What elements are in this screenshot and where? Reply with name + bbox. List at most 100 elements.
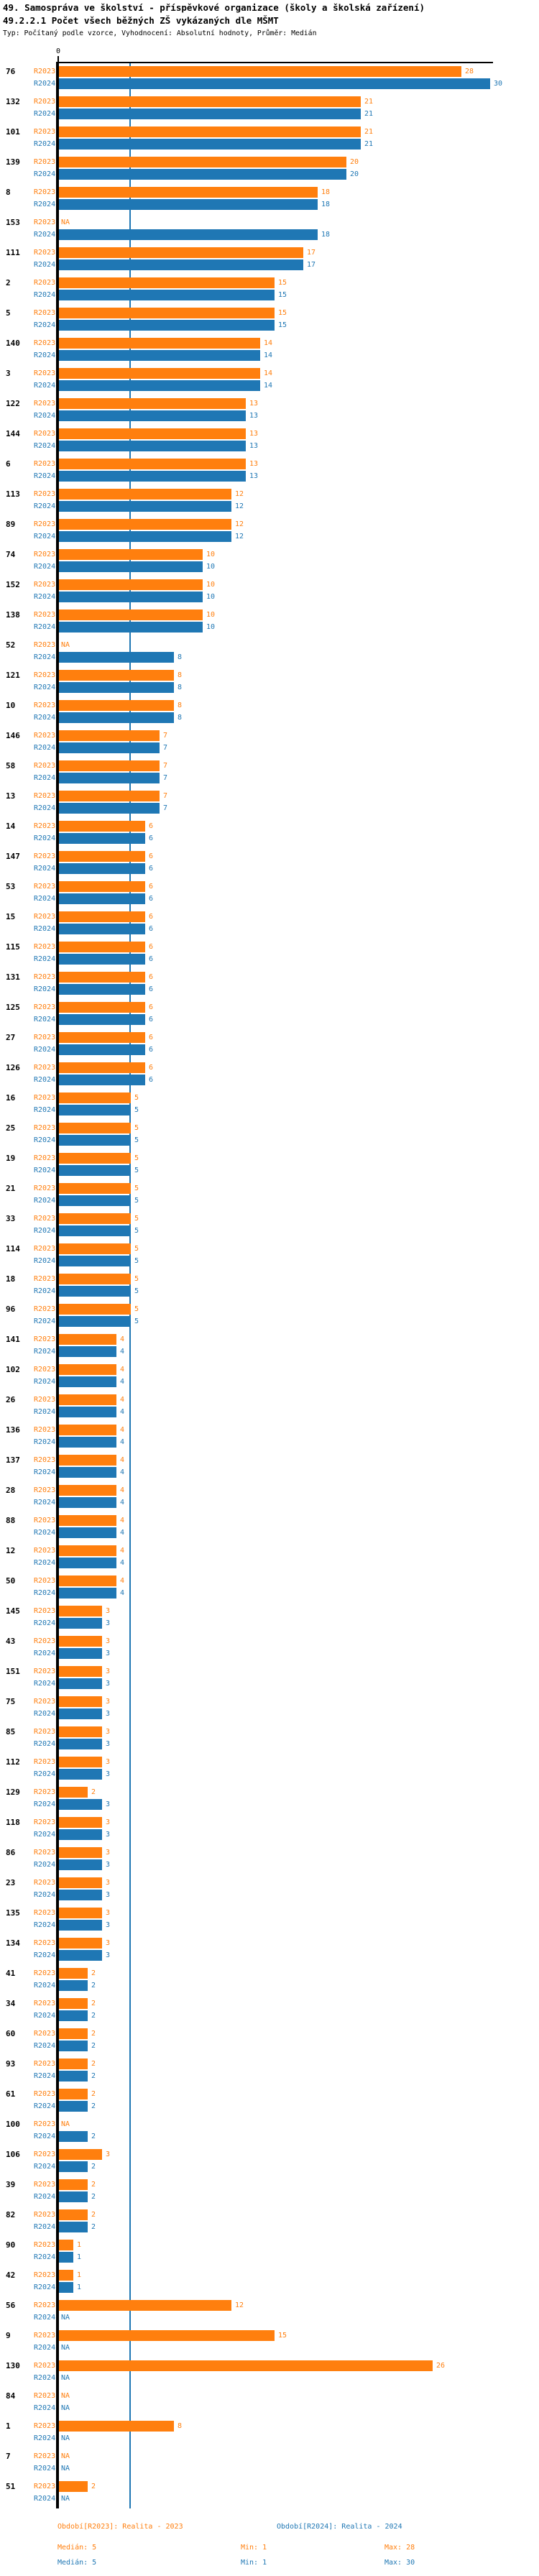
bar-r2024 xyxy=(59,1739,102,1749)
bar-r2023 xyxy=(59,1183,131,1194)
value-label-r2023: 6 xyxy=(149,1034,154,1041)
series-label-r2023: R2023 xyxy=(34,822,56,830)
value-label-r2023: 3 xyxy=(106,1879,111,1887)
chart-row-146: 146 R2023 7 R2024 7 xyxy=(0,730,539,753)
chart-row-51: 51 R2023 2 R2024 NA xyxy=(0,2481,539,2504)
value-label-r2023: 20 xyxy=(350,158,359,166)
group-id-label: 16 xyxy=(6,1093,16,1103)
bar-r2023 xyxy=(59,1213,131,1224)
series-label-r2023: R2023 xyxy=(34,339,56,347)
series-label-r2024: R2024 xyxy=(34,1891,56,1899)
value-label-r2023: 6 xyxy=(149,973,154,981)
series-label-r2024: R2024 xyxy=(34,1921,56,1929)
series-label-r2023: R2023 xyxy=(34,1728,56,1736)
chart-row-23: 23 R2023 3 R2024 3 xyxy=(0,1877,539,1900)
value-label-r2024: 6 xyxy=(149,1076,154,1084)
legend-r2024-median: Medián: 5 xyxy=(57,2559,97,2567)
series-label-r2023: R2023 xyxy=(34,1879,56,1887)
bar-r2024 xyxy=(59,2041,88,2051)
value-label-r2023: 3 xyxy=(106,1758,111,1766)
series-label-r2024: R2024 xyxy=(34,2314,56,2322)
series-label-r2024: R2024 xyxy=(34,2102,56,2110)
series-label-r2023: R2023 xyxy=(34,2211,56,2219)
series-label-r2023: R2023 xyxy=(34,2241,56,2249)
chart-row-96: 96 R2023 5 R2024 5 xyxy=(0,1304,539,1327)
chart-row-10: 10 R2023 8 R2024 8 xyxy=(0,700,539,723)
bar-r2023 xyxy=(59,187,318,198)
chart-row-21: 21 R2023 5 R2024 5 xyxy=(0,1183,539,1206)
chart-row-101: 101 R2023 21 R2024 21 xyxy=(0,126,539,150)
series-label-r2024: R2024 xyxy=(34,351,56,359)
bar-r2024 xyxy=(59,1105,131,1116)
series-label-r2024: R2024 xyxy=(34,895,56,903)
series-label-r2023: R2023 xyxy=(34,1003,56,1011)
value-label-r2024: 21 xyxy=(364,110,374,118)
group-id-label: 100 xyxy=(6,2120,20,2129)
value-label-r2023: 2 xyxy=(91,1969,96,1977)
chart-row-82: 82 R2023 2 R2024 2 xyxy=(0,2209,539,2232)
bar-r2024 xyxy=(59,380,260,391)
value-label-r2023: 3 xyxy=(106,1728,111,1736)
series-label-r2024: R2024 xyxy=(34,140,56,148)
series-label-r2024: R2024 xyxy=(34,110,56,118)
na-label-r2024: NA xyxy=(61,2434,70,2442)
bar-r2023 xyxy=(59,791,160,801)
value-label-r2023: 13 xyxy=(249,430,259,438)
bar-r2024 xyxy=(59,169,346,180)
bar-r2023 xyxy=(59,2360,433,2371)
value-label-r2023: 4 xyxy=(120,1366,125,1374)
bar-r2023 xyxy=(59,1908,102,1918)
bar-r2023 xyxy=(59,942,145,952)
bar-r2023 xyxy=(59,760,160,771)
value-label-r2023: 13 xyxy=(249,460,259,468)
group-id-label: 145 xyxy=(6,1606,20,1616)
value-label-r2023: 6 xyxy=(149,822,154,830)
bar-r2024 xyxy=(59,350,260,361)
series-label-r2024: R2024 xyxy=(34,1257,56,1265)
bar-r2024 xyxy=(59,441,246,451)
value-label-r2023: 6 xyxy=(149,883,154,891)
bar-r2023 xyxy=(59,2270,73,2281)
series-label-r2023: R2023 xyxy=(34,68,56,75)
series-label-r2024: R2024 xyxy=(34,1167,56,1174)
series-label-r2023: R2023 xyxy=(34,1607,56,1615)
series-label-r2023: R2023 xyxy=(34,762,56,770)
na-label-r2024: NA xyxy=(61,2374,70,2382)
series-label-r2023: R2023 xyxy=(34,1064,56,1072)
chart-row-41: 41 R2023 2 R2024 2 xyxy=(0,1968,539,1991)
na-label-r2023: NA xyxy=(61,2392,70,2400)
bar-r2024 xyxy=(59,1316,131,1327)
chart-row-13: 13 R2023 7 R2024 7 xyxy=(0,791,539,814)
value-label-r2024: 4 xyxy=(120,1499,125,1506)
page-subtitle: 49.2.2.1 Počet všech běžných ZŠ vykázaný… xyxy=(3,15,279,26)
series-label-r2024: R2024 xyxy=(34,2404,56,2412)
na-label-r2023: NA xyxy=(61,641,70,649)
group-id-label: 137 xyxy=(6,1455,20,1465)
value-label-r2024: 3 xyxy=(106,1951,111,1959)
value-label-r2024: 3 xyxy=(106,1710,111,1718)
group-id-label: 6 xyxy=(6,459,11,469)
value-label-r2024: 5 xyxy=(134,1167,139,1174)
bar-r2024 xyxy=(59,2071,88,2082)
group-id-label: 125 xyxy=(6,1003,20,1012)
group-id-label: 131 xyxy=(6,972,20,982)
series-label-r2023: R2023 xyxy=(34,1215,56,1223)
series-label-r2024: R2024 xyxy=(34,291,56,299)
bar-r2023 xyxy=(59,398,246,409)
chart-row-39: 39 R2023 2 R2024 2 xyxy=(0,2179,539,2202)
chart-row-85: 85 R2023 3 R2024 3 xyxy=(0,1726,539,1749)
series-label-r2023: R2023 xyxy=(34,2030,56,2038)
series-label-r2023: R2023 xyxy=(34,641,56,649)
group-id-label: 152 xyxy=(6,580,20,589)
value-label-r2024: 2 xyxy=(91,1982,96,1990)
chart-row-34: 34 R2023 2 R2024 2 xyxy=(0,1998,539,2021)
chart-row-52: 52 R2023 NA R2024 8 xyxy=(0,640,539,663)
chart-row-121: 121 R2023 8 R2024 8 xyxy=(0,670,539,693)
bar-r2023 xyxy=(59,1455,116,1466)
bar-r2023 xyxy=(59,96,361,107)
bar-r2024 xyxy=(59,1618,102,1629)
bar-r2023 xyxy=(59,1787,88,1798)
bar-r2024 xyxy=(59,2161,88,2172)
series-label-r2023: R2023 xyxy=(34,1969,56,1977)
bar-r2023 xyxy=(59,1938,102,1949)
